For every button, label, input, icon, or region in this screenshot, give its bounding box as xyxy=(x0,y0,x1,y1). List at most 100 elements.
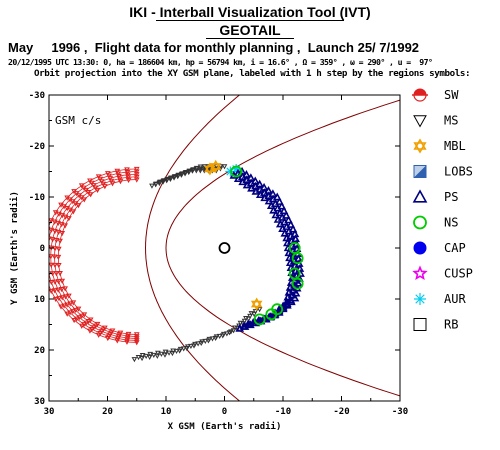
sw-marker xyxy=(124,167,130,173)
sw-marker xyxy=(124,169,131,176)
sw-marker xyxy=(43,272,47,276)
series-mbl-3 xyxy=(204,159,263,311)
ms-marker xyxy=(162,349,169,355)
sw-marker xyxy=(64,302,71,308)
ms-marker xyxy=(256,307,263,313)
legend-ns-icon xyxy=(413,215,427,230)
ns-marker xyxy=(288,267,301,280)
title-underline xyxy=(156,20,344,21)
sw-marker xyxy=(62,223,68,229)
x-tick-label: -30 xyxy=(392,407,408,417)
sw-marker xyxy=(51,219,58,225)
ms-marker xyxy=(197,168,204,174)
ms-marker xyxy=(251,311,257,318)
ms-marker xyxy=(185,169,192,176)
x-tick-label: 30 xyxy=(44,407,55,417)
sw-marker xyxy=(89,180,95,186)
sw-marker xyxy=(55,254,62,261)
ms-marker xyxy=(180,346,187,352)
sw-marker xyxy=(58,286,65,293)
ps-marker xyxy=(275,219,285,228)
mbl-marker xyxy=(250,297,263,311)
sw-marker xyxy=(124,172,131,178)
ps-marker xyxy=(282,222,292,230)
ps-marker xyxy=(242,180,252,189)
ms-marker xyxy=(226,330,233,336)
sw-marker xyxy=(114,168,121,174)
ms-marker xyxy=(139,355,145,362)
sw-marker xyxy=(102,325,108,331)
sw-marker xyxy=(104,171,111,177)
sw-marker xyxy=(107,176,114,182)
ms-marker xyxy=(245,316,252,322)
sw-marker xyxy=(66,293,72,299)
ns-marker xyxy=(253,313,266,326)
ms-marker xyxy=(182,171,188,177)
sw-orbit-track xyxy=(50,173,137,339)
sw-marker xyxy=(133,166,140,172)
y-tick-label: -10 xyxy=(29,193,45,203)
ps-marker xyxy=(281,210,291,219)
spacecraft-underline xyxy=(206,38,294,39)
ms-marker xyxy=(169,350,176,357)
sw-marker xyxy=(78,313,85,319)
y-tick-label: -20 xyxy=(29,142,45,152)
sw-marker xyxy=(72,307,79,314)
sw-marker xyxy=(133,177,140,183)
sw-marker xyxy=(87,192,94,198)
series-ns-6 xyxy=(230,165,304,326)
legend-rb-icon xyxy=(413,318,427,331)
ms-marker xyxy=(176,348,183,354)
ms-marker xyxy=(155,350,161,356)
sw-marker xyxy=(81,312,88,318)
legend-sw-icon xyxy=(412,88,428,102)
figure-title: IKI - Interball Visualization Tool (IVT) xyxy=(129,4,371,20)
legend-ns-label: NS xyxy=(444,216,458,230)
legend-aur-icon xyxy=(414,293,426,305)
ms-marker xyxy=(146,354,153,360)
ms-marker xyxy=(158,351,165,357)
ms-marker xyxy=(139,353,146,359)
plot-frame xyxy=(48,94,401,402)
legend-lobs-icon xyxy=(413,165,427,178)
ps-marker xyxy=(260,193,270,202)
sw-marker xyxy=(58,304,64,310)
ps-marker xyxy=(255,190,265,198)
ms-marker xyxy=(147,351,154,358)
legend-rb-label: RB xyxy=(444,318,458,332)
ms-marker xyxy=(230,328,237,334)
ms-marker xyxy=(188,343,194,350)
sw-marker xyxy=(67,310,73,316)
sw-marker xyxy=(92,185,99,191)
sw-marker xyxy=(57,238,63,244)
ms-marker xyxy=(152,182,159,188)
y-axis-label: Y GSM (Earth's radii) xyxy=(9,191,20,305)
sw-marker xyxy=(41,254,45,258)
ps-marker xyxy=(277,201,287,210)
sw-orbit-track xyxy=(49,171,137,341)
sw-marker xyxy=(102,184,108,190)
sw-marker xyxy=(49,218,55,224)
projection-note: Orbit projection into the XY GSM plane, … xyxy=(34,68,471,79)
sw-marker xyxy=(70,209,77,215)
sw-marker xyxy=(52,279,58,285)
ms-marker xyxy=(248,311,255,317)
sw-marker xyxy=(108,178,115,184)
ps-marker xyxy=(233,174,243,182)
sw-marker xyxy=(55,246,62,252)
sw-marker xyxy=(49,254,54,260)
y-tick-label: 20 xyxy=(34,346,45,356)
legend-ms-icon xyxy=(413,115,427,128)
sw-marker xyxy=(92,323,99,329)
sw-marker xyxy=(97,176,104,182)
sw-marker xyxy=(116,176,123,182)
ps-marker xyxy=(275,208,285,217)
ms-marker xyxy=(156,180,163,187)
x-tick-label: 0 xyxy=(222,407,227,417)
ms-marker xyxy=(252,309,259,315)
ps-marker xyxy=(272,192,282,201)
ms-marker xyxy=(241,318,248,324)
sw-marker xyxy=(81,322,87,328)
